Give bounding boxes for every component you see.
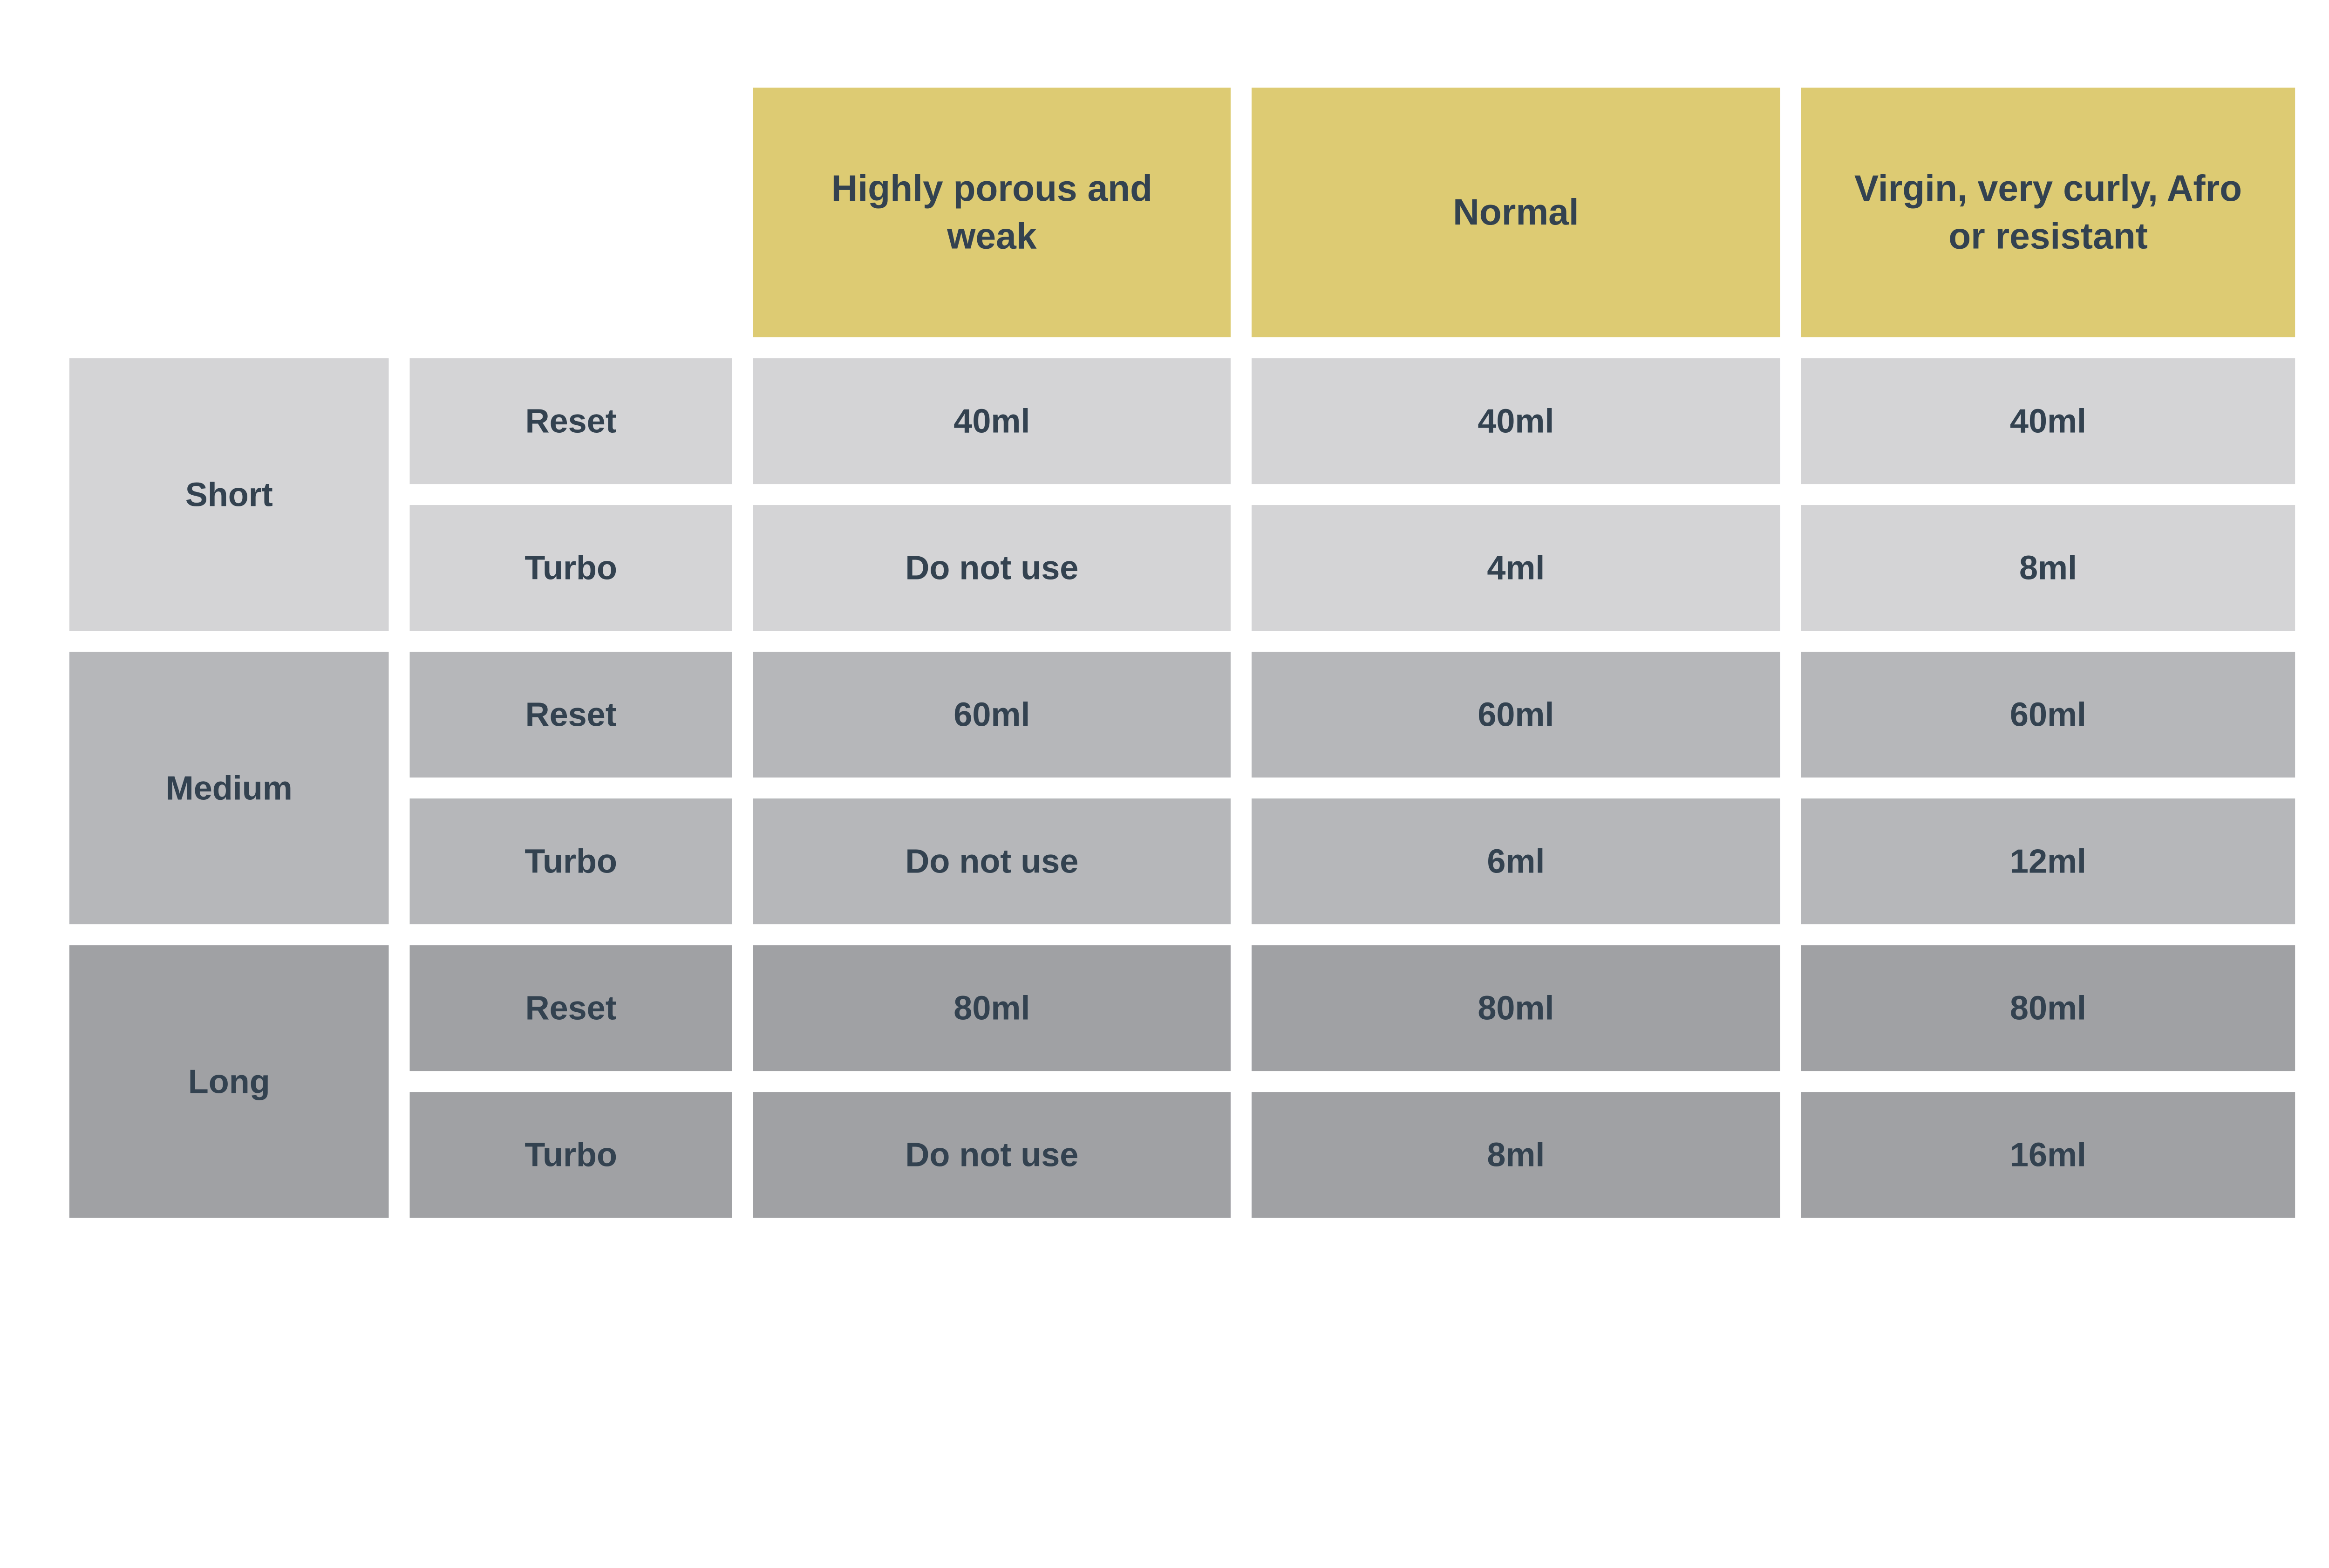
value-cell: 80ml	[753, 945, 1231, 1071]
value-cell: 60ml	[1801, 652, 2295, 778]
value-cell: 40ml	[1801, 358, 2295, 484]
value-cell: 60ml	[753, 652, 1231, 778]
row-group-label-medium: Medium	[69, 652, 389, 925]
value-cell: 6ml	[1251, 798, 1780, 925]
row-group-label-short: Short	[69, 358, 389, 631]
value-cell: 80ml	[1251, 945, 1780, 1071]
column-header-virgin-curly: Virgin, very curly, Afro or resistant	[1801, 88, 2295, 338]
mode-label-long-reset: Reset	[409, 945, 732, 1071]
value-cell: 40ml	[1251, 358, 1780, 484]
column-header-normal: Normal	[1251, 88, 1780, 338]
value-cell: Do not use	[753, 798, 1231, 925]
dosage-table: Highly porous and weak Normal Virgin, ve…	[69, 88, 2295, 1218]
value-cell: 8ml	[1801, 505, 2295, 631]
dosage-table-infographic: Highly porous and weak Normal Virgin, ve…	[69, 88, 2295, 1218]
value-cell: Do not use	[753, 505, 1231, 631]
value-cell: 80ml	[1801, 945, 2295, 1071]
value-cell: 12ml	[1801, 798, 2295, 925]
value-cell: 8ml	[1251, 1092, 1780, 1218]
value-cell: 40ml	[753, 358, 1231, 484]
mode-label-long-turbo: Turbo	[409, 1092, 732, 1218]
mode-label-short-reset: Reset	[409, 358, 732, 484]
value-cell: 4ml	[1251, 505, 1780, 631]
column-header-highly-porous: Highly porous and weak	[753, 88, 1231, 338]
mode-label-short-turbo: Turbo	[409, 505, 732, 631]
value-cell: Do not use	[753, 1092, 1231, 1218]
value-cell: 16ml	[1801, 1092, 2295, 1218]
value-cell: 60ml	[1251, 652, 1780, 778]
mode-label-medium-turbo: Turbo	[409, 798, 732, 925]
mode-label-medium-reset: Reset	[409, 652, 732, 778]
row-group-label-long: Long	[69, 945, 389, 1218]
